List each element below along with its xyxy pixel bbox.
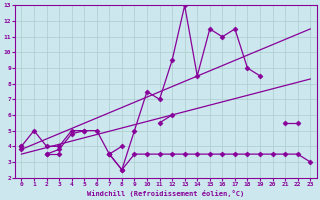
- X-axis label: Windchill (Refroidissement éolien,°C): Windchill (Refroidissement éolien,°C): [87, 190, 244, 197]
